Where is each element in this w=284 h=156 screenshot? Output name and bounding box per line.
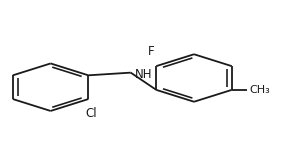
Text: Cl: Cl [85,107,97,120]
Text: F: F [148,45,154,58]
Text: NH: NH [135,68,153,81]
Text: CH₃: CH₃ [249,85,270,95]
